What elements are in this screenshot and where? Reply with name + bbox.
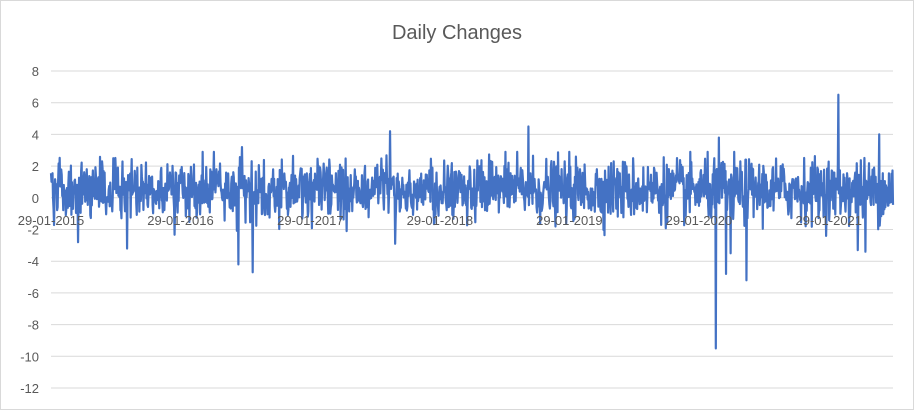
- x-tick-label: 29-01-2016: [147, 213, 214, 228]
- series-layer: [49, 93, 895, 350]
- y-tick-label: -2: [27, 223, 39, 238]
- y-tick-label: -12: [20, 381, 39, 396]
- x-tick-label: 29-01-2018: [407, 213, 474, 228]
- x-tick-label: 29-01-2020: [666, 213, 733, 228]
- y-tick-label: 6: [32, 96, 39, 111]
- y-tick-label: 8: [32, 64, 39, 79]
- y-axis-ticks: 8 6 4 2 0 -2 -4 -6 -8 -10 -12: [20, 64, 39, 396]
- y-tick-label: -4: [27, 254, 39, 269]
- y-tick-label: 2: [32, 159, 39, 174]
- y-tick-label: -6: [27, 286, 39, 301]
- y-tick-label: -10: [20, 349, 39, 364]
- gridlines: [51, 70, 893, 389]
- x-tick-label: 29-01-2017: [277, 213, 344, 228]
- x-axis-ticks: 29-01-2015 29-01-2016 29-01-2017 29-01-2018…: [18, 213, 862, 228]
- x-tick-label: 29-01-2021: [796, 213, 863, 228]
- y-tick-label: -8: [27, 318, 39, 333]
- series-line: [49, 93, 895, 350]
- y-tick-label: 0: [32, 191, 39, 206]
- chart-title: Daily Changes: [392, 22, 522, 44]
- x-tick-label: 29-01-2015: [18, 213, 85, 228]
- x-tick-label: 29-01-2019: [536, 213, 603, 228]
- y-tick-label: 4: [32, 127, 39, 142]
